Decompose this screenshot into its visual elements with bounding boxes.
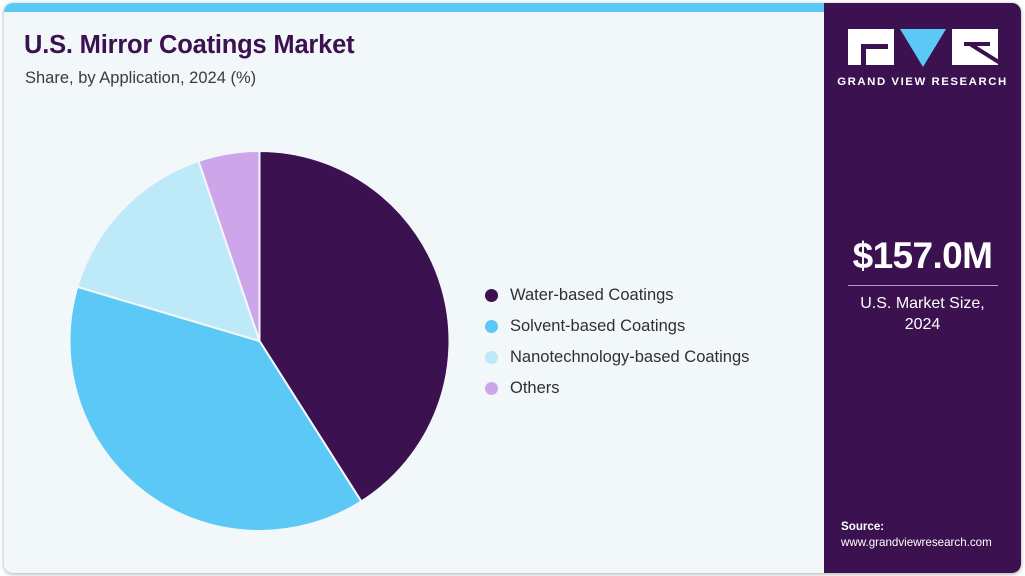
stat-caption-line2: 2024 [904,316,941,334]
stat-value: $157.0M [852,235,993,276]
legend-swatch-icon [485,289,498,302]
chart-area: U.S. Mirror Coatings Market Share, by Ap… [4,12,824,573]
infographic-card: U.S. Mirror Coatings Market Share, by Ap… [4,3,1021,573]
pie-slice[interactable] [197,149,261,342]
legend-label: Water-based Coatings [510,286,674,304]
source-label: Source: [841,520,885,533]
page-subtitle: Share, by Application, 2024 (%) [25,69,257,87]
page-title: U.S. Mirror Coatings Market [24,31,355,59]
side-panel: GRAND VIEW RESEARCH $157.0M U.S. Market … [824,3,1021,573]
legend-item-others[interactable]: Others [485,373,815,404]
legend-item-nanotechnology-based[interactable]: Nanotechnology-based Coatings [485,342,815,373]
source-url[interactable]: www.grandviewresearch.com [841,536,992,549]
top-accent-bar [4,3,1021,12]
stat-caption: U.S. Market Size, 2024 [824,293,1021,336]
legend-item-water-based[interactable]: Water-based Coatings [485,280,815,311]
logo-marks [824,29,1021,67]
legend-item-solvent-based[interactable]: Solvent-based Coatings [485,311,815,342]
logo-wordmark: GRAND VIEW RESEARCH [837,76,1008,88]
legend-label: Solvent-based Coatings [510,317,686,335]
source-block: Source: www.grandviewresearch.com [841,520,1021,549]
legend-label: Nanotechnology-based Coatings [510,348,750,366]
pie-slice[interactable] [76,159,262,343]
market-size-stat: $157.0M U.S. Market Size, 2024 [824,235,1021,336]
legend-swatch-icon [485,382,498,395]
legend-swatch-icon [485,320,498,333]
stat-divider [847,284,998,286]
brand-logo: GRAND VIEW RESEARCH [824,29,1021,88]
logo-v-triangle-icon [899,29,946,67]
pie-chart-svg [68,149,451,532]
legend-swatch-icon [485,351,498,364]
pie-slice[interactable] [258,149,451,503]
logo-g-icon [847,29,894,65]
logo-r-icon [951,29,998,65]
chart-legend: Water-based Coatings Solvent-based Coati… [485,280,815,404]
legend-label: Others [510,379,560,397]
pie-slice[interactable] [68,285,363,532]
pie-chart [64,137,459,537]
stat-caption-line1: U.S. Market Size, [860,294,985,312]
